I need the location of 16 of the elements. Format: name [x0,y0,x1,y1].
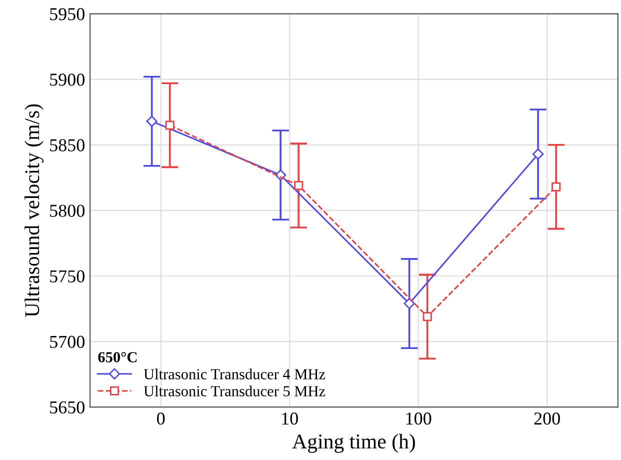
y-tick-label: 5650 [50,401,84,414]
y-tick-label: 5700 [50,336,84,348]
x-tick-label: 200 [534,412,560,425]
legend-label: Ultrasonic Transducer 4 MHz [144,368,326,380]
y-tick-label: 5850 [50,139,84,152]
x-tick-label: 0 [157,412,165,425]
y-tick-label: 5900 [50,74,84,86]
y-tick-label: 5800 [50,204,84,217]
x-axis-title: Aging time (h) [292,434,415,453]
x-tick-label: 10 [282,412,298,425]
legend-label: Ultrasonic Transducer 5 MHz [144,386,326,396]
y-tick-label: 5950 [50,8,84,20]
legend-title: 650°C [98,352,137,362]
y-tick-label: 5750 [50,270,84,282]
y-axis-title: Ultrasound velocity (m/s) [24,104,44,318]
x-tick-label: 100 [406,412,432,425]
